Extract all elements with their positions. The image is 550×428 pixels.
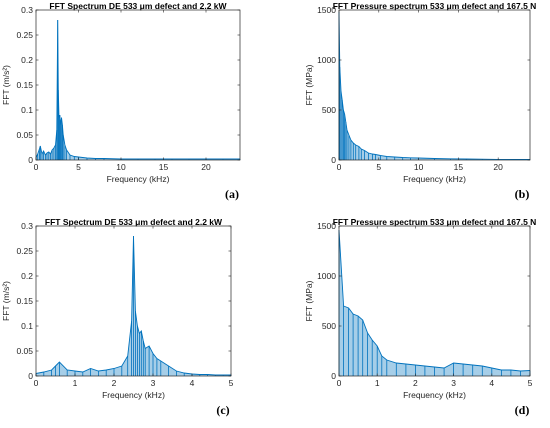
chart-title: FFT Pressure spectrum 533 μm defect and … bbox=[333, 1, 537, 11]
y-tick-label: 0.25 bbox=[16, 246, 33, 256]
y-tick-label: 1500 bbox=[317, 5, 336, 15]
x-axis-label: Frequency (kHz) bbox=[107, 174, 170, 184]
spectrum-area bbox=[339, 12, 530, 160]
x-tick-label: 0 bbox=[34, 378, 39, 388]
x-tick-label: 4 bbox=[489, 378, 494, 388]
x-tick-label: 0 bbox=[337, 378, 342, 388]
x-tick-label: 1 bbox=[375, 378, 380, 388]
y-tick-label: 500 bbox=[322, 321, 336, 331]
x-axis-label: Frequency (kHz) bbox=[403, 390, 466, 400]
x-tick-label: 5 bbox=[76, 162, 81, 172]
x-tick-label: 0 bbox=[34, 162, 39, 172]
plot-frame bbox=[338, 225, 531, 377]
chart-title: FFT Spectrum DE 533 μm defect and 2.2 kW bbox=[49, 1, 227, 11]
y-axis-label: FFT (m/s²) bbox=[1, 65, 11, 105]
y-axis-label: FFT (MPa) bbox=[304, 64, 314, 105]
y-axis-label: FFT (MPa) bbox=[304, 280, 314, 321]
y-tick-label: 0 bbox=[28, 371, 33, 381]
y-tick-label: 0.2 bbox=[21, 55, 33, 65]
y-tick-label: 0.15 bbox=[16, 296, 33, 306]
y-tick-label: 0.05 bbox=[16, 130, 33, 140]
chart-title: FFT Pressure spectrum 533 μm defect and … bbox=[333, 217, 537, 227]
panel-label: (c) bbox=[216, 403, 229, 417]
x-tick-label: 2 bbox=[112, 378, 117, 388]
chart-title: FFT Spectrum DE 533 μm defect and 2.2 kW bbox=[45, 217, 223, 227]
x-tick-label: 5 bbox=[528, 378, 533, 388]
y-axis-label: FFT (m/s²) bbox=[1, 281, 11, 321]
panel-label: (b) bbox=[515, 187, 530, 201]
y-tick-label: 0 bbox=[28, 155, 33, 165]
y-tick-label: 0.2 bbox=[21, 271, 33, 281]
chart-panel-d: FFT Pressure spectrum 533 μm defect and … bbox=[304, 217, 536, 417]
y-tick-label: 0.25 bbox=[16, 30, 33, 40]
panel-label: (d) bbox=[515, 403, 530, 417]
y-tick-label: 0 bbox=[331, 371, 336, 381]
y-tick-label: 0.3 bbox=[21, 5, 33, 15]
plot-frame bbox=[338, 9, 531, 161]
x-tick-label: 4 bbox=[190, 378, 195, 388]
x-tick-label: 15 bbox=[159, 162, 169, 172]
y-tick-label: 1000 bbox=[317, 55, 336, 65]
chart-panel-a: FFT Spectrum DE 533 μm defect and 2.2 kW… bbox=[1, 1, 241, 201]
x-tick-label: 5 bbox=[229, 378, 234, 388]
y-tick-label: 0.1 bbox=[21, 105, 33, 115]
y-tick-label: 0.3 bbox=[21, 221, 33, 231]
y-tick-label: 0.1 bbox=[21, 321, 33, 331]
x-tick-label: 1 bbox=[73, 378, 78, 388]
y-tick-label: 500 bbox=[322, 105, 336, 115]
x-tick-label: 0 bbox=[337, 162, 342, 172]
y-tick-label: 1000 bbox=[317, 271, 336, 281]
x-tick-label: 10 bbox=[414, 162, 424, 172]
x-axis-label: Frequency (kHz) bbox=[403, 174, 466, 184]
x-tick-label: 10 bbox=[116, 162, 126, 172]
y-tick-label: 0.05 bbox=[16, 346, 33, 356]
spectrum-line bbox=[35, 19, 240, 160]
x-tick-label: 20 bbox=[201, 162, 211, 172]
panel-label: (a) bbox=[225, 187, 239, 201]
x-tick-label: 5 bbox=[376, 162, 381, 172]
x-axis-label: Frequency (kHz) bbox=[102, 390, 165, 400]
spectrum-line bbox=[338, 11, 530, 160]
spectrum-line bbox=[338, 229, 531, 372]
x-tick-label: 15 bbox=[454, 162, 464, 172]
chart-panel-b: FFT Pressure spectrum 533 μm defect and … bbox=[304, 1, 536, 201]
x-tick-label: 2 bbox=[413, 378, 418, 388]
chart-panel-c: FFT Spectrum DE 533 μm defect and 2.2 kW… bbox=[1, 217, 234, 417]
y-tick-label: 0.15 bbox=[16, 80, 33, 90]
y-tick-label: 1500 bbox=[317, 221, 336, 231]
x-tick-label: 3 bbox=[151, 378, 156, 388]
x-tick-label: 20 bbox=[493, 162, 503, 172]
spectrum-area bbox=[36, 20, 240, 160]
x-tick-label: 3 bbox=[451, 378, 456, 388]
plot-frame bbox=[35, 9, 241, 161]
y-tick-label: 0 bbox=[331, 155, 336, 165]
